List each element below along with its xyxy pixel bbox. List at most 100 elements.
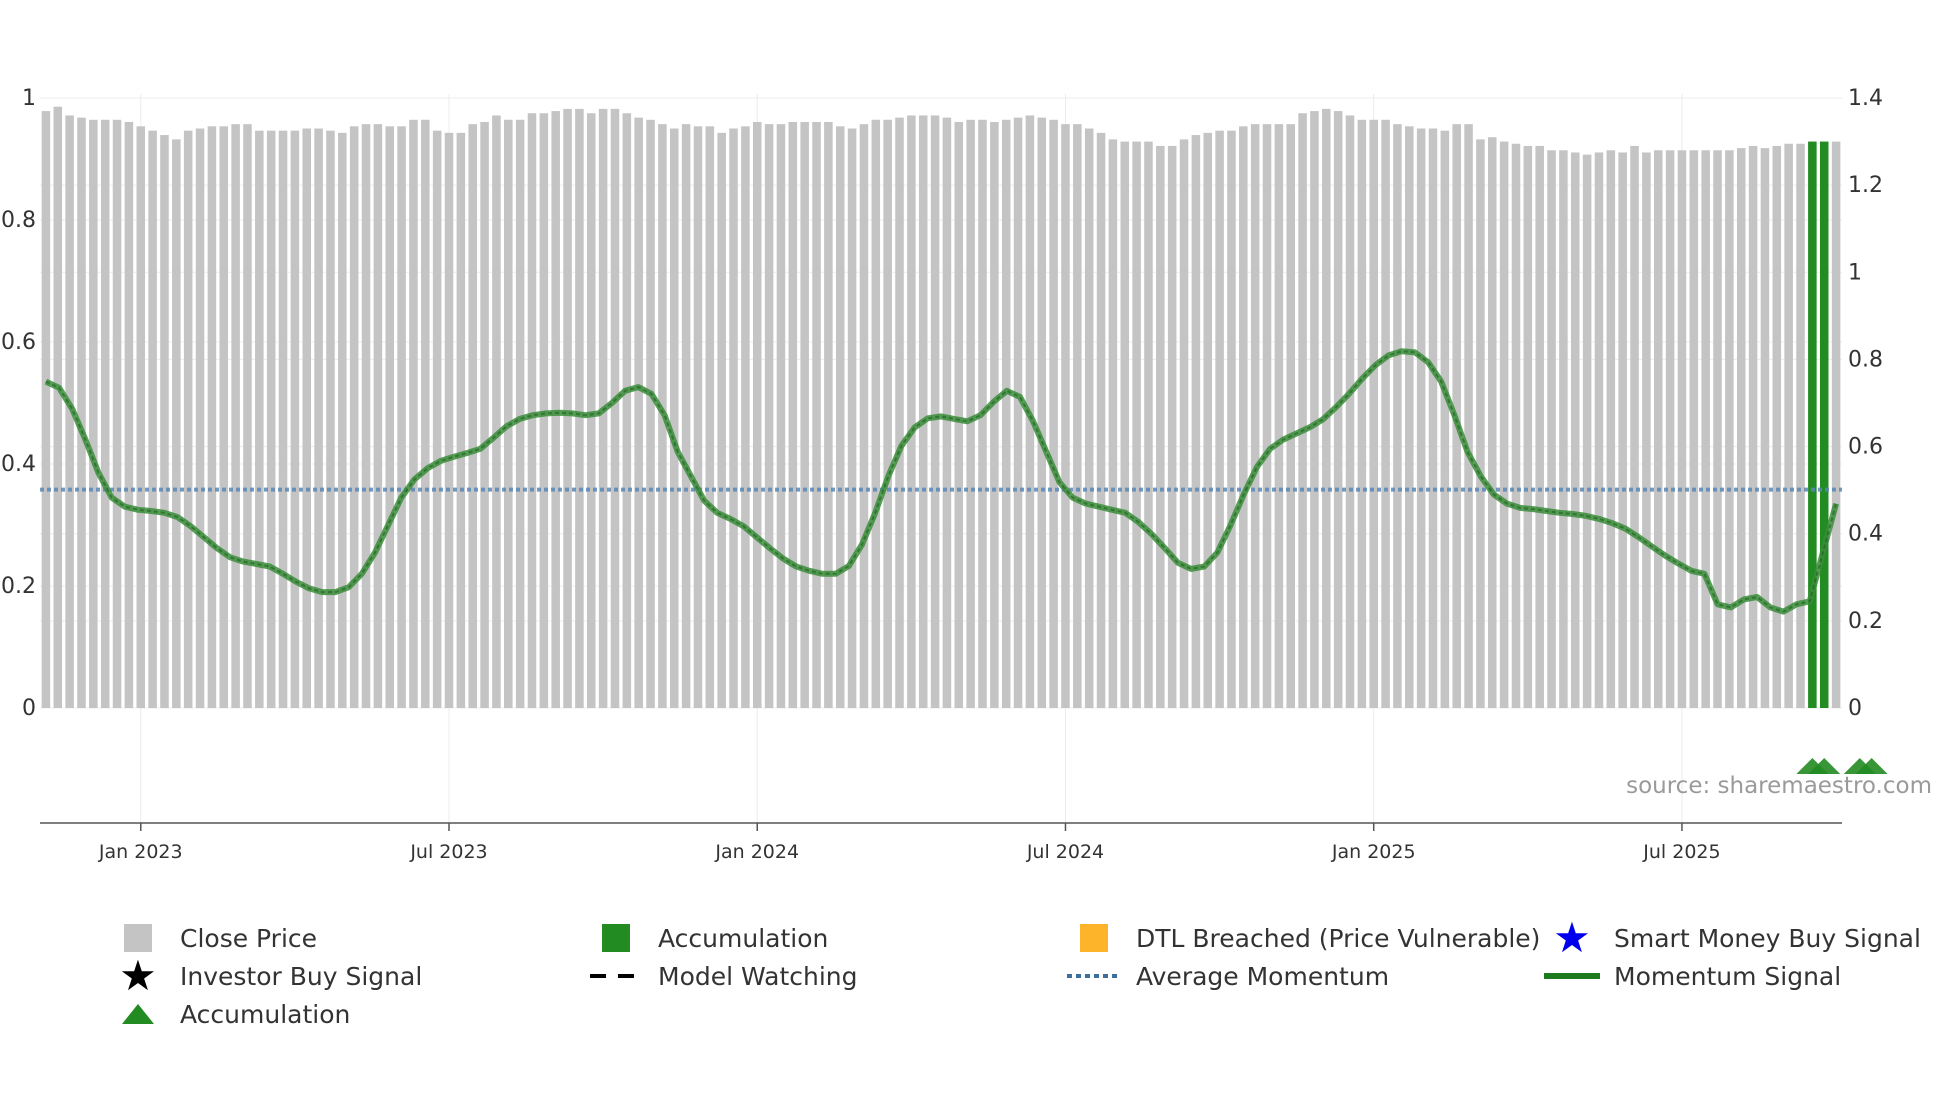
close-price-bar [1630,145,1639,708]
legend-item-model-watching: Model Watching [588,958,858,994]
close-price-bar [622,113,632,708]
close-price-bar [1215,130,1224,708]
close-price-bar [1488,137,1497,708]
close-price-bar [918,115,928,708]
close-price-bar [1310,111,1319,709]
orange-square-icon [1080,924,1108,952]
right-tick-label: 0.8 [1848,347,1883,372]
close-price-bar [1013,117,1023,709]
close-price-bar [1132,141,1141,709]
close-price-bar [195,128,205,708]
close-price-bar [1001,119,1011,709]
momentum-line-texture [45,350,1838,613]
close-price-bar [1156,145,1165,708]
blue-star-icon: ★ [1553,913,1591,962]
momentum-line-group [44,348,1839,615]
close-price-bar [1179,139,1189,709]
right-tick-label: 1.2 [1848,173,1883,198]
close-price-bar [1239,126,1248,709]
legend-item-investor-buy: ★ Investor Buy Signal [110,955,423,997]
close-price-bar [1191,135,1201,709]
close-price-bar [835,126,845,709]
close-price-bar [41,111,51,709]
x-tick-label: Jul 2023 [409,841,487,863]
close-price-bar [1559,150,1568,709]
close-price-bar [847,128,857,708]
close-price-bar [1831,141,1841,709]
close-price-bar [693,126,703,709]
close-price-bar [1049,119,1058,709]
green-line-icon [1544,973,1600,979]
close-price-bar [456,132,466,708]
right-tick-label: 1 [1848,260,1862,285]
close-price-bar [338,132,347,708]
right-tick-label: 0.4 [1848,522,1883,547]
close-price-bar [100,119,110,709]
close-price-bar [776,124,786,708]
dashed-line-icon [590,974,642,978]
legend-item-average-momentum: Average Momentum [1066,958,1389,994]
accumulation-bar [1819,141,1829,709]
close-price-bar [824,121,833,708]
close-price-bar [183,130,193,708]
close-price-bar [705,126,715,709]
green-square-icon [602,924,630,952]
right-tick-label: 0.2 [1848,609,1883,634]
close-price-bar [1713,150,1722,709]
close-price-bar [432,130,442,708]
close-price-bar [1606,150,1616,709]
close-price-bar [77,117,86,709]
x-tick-label: Jul 2025 [1642,841,1720,863]
close-price-bar [1725,150,1734,709]
close-price-bar [1428,128,1438,708]
close-price-bar [1381,119,1390,709]
close-price-bar [752,121,762,708]
close-price-bar [515,119,525,709]
close-price-bar [1748,145,1758,708]
close-price-bar [539,113,549,708]
close-price-bar [1677,150,1687,709]
close-price-bar [1322,108,1331,708]
right-tick-label: 0.6 [1848,435,1883,460]
close-price-bar [990,121,999,708]
close-price-bar [1298,113,1307,708]
close-price-bar [349,126,359,709]
close-price-bar [89,119,98,709]
legend-label: Investor Buy Signal [180,961,423,991]
close-price-bar [634,117,643,709]
legend-label: Average Momentum [1136,961,1390,991]
close-price-bar [895,117,904,709]
close-price-bar [278,130,288,708]
legend-label: Accumulation [658,923,829,953]
close-price-bar [812,121,821,708]
close-price-bar [207,126,217,709]
left-tick-label: 0.8 [1,208,36,233]
close-price-bar [65,115,74,708]
close-price-bar [468,124,477,708]
legend-label: Smart Money Buy Signal [1614,923,1921,953]
close-price-bar [1642,152,1651,708]
close-price-bar [966,119,975,709]
close-price-bar [1511,143,1521,708]
legend: Close Price Accumulation DTL Breached (P… [110,913,1930,1070]
legend-item-smart-money: ★ Smart Money Buy Signal [1544,913,1921,962]
x-tick-label: Jul 2024 [1026,841,1104,863]
close-price-bar [800,121,809,708]
close-price-bar [907,115,916,708]
close-price-bar [1144,141,1153,709]
close-price-bar [942,117,952,709]
close-price-bar [1570,152,1580,708]
close-price-bar [610,108,620,708]
close-price-bar [883,119,892,709]
close-price-bar [1345,115,1355,708]
x-tick-label: Jan 2024 [714,841,799,863]
close-price-bar [1369,119,1378,709]
close-price-bar [1653,150,1663,709]
legend-label: Accumulation [180,999,351,1029]
close-price-bar [1357,119,1367,709]
close-price-bar [302,128,312,708]
close-price-bar [764,124,774,708]
accumulation-bar [1808,141,1817,709]
close-price-bar [1784,143,1793,708]
close-price-bar [1547,150,1556,709]
